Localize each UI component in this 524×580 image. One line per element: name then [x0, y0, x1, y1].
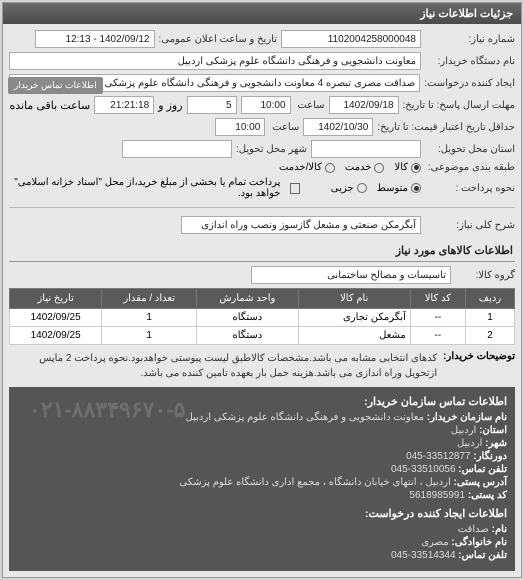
desc-label: توضیحات خریدار: — [443, 351, 515, 381]
buyer-org-label: نام دستگاه خریدار: — [425, 56, 515, 67]
pkg-label: طبقه بندی موضوعی: — [425, 162, 515, 173]
remain-time: 21:21:18 — [94, 96, 154, 114]
contact-buyer-section: ۰۲۱-۸۸۳۴۹۶۷۰-۵ اطلاعات تماس سازمان خریدا… — [9, 387, 515, 571]
pkg-radio-group: کالا خدمت کالا/خدمت — [279, 162, 421, 173]
contact-req-title: اطلاعات ایجاد کننده درخواست: — [17, 507, 507, 520]
radio-icon — [411, 183, 421, 193]
announce-field: 1402/09/12 - 12:13 — [35, 30, 155, 48]
group-label: گروه کالا: — [455, 270, 515, 281]
table-header: تاریخ نیاز — [10, 289, 102, 309]
remain-days-label: روز و — [158, 99, 182, 112]
deadline-reply-date: 1402/09/18 — [329, 96, 399, 114]
watermark: ۰۲۱-۸۸۳۴۹۶۷۰-۵ — [29, 397, 185, 423]
table-row: 1--آبگرمکن تجاریدستگاه11402/09/25 — [10, 309, 515, 327]
table-header: ردیف — [465, 289, 514, 309]
delivery-addr-label: استان محل تحویل: — [425, 144, 515, 155]
pay-radio-med[interactable]: متوسط — [377, 183, 421, 194]
pay-radio-partial[interactable]: جزیی — [331, 183, 367, 194]
pkg-radio-khedmat[interactable]: خدمت — [345, 162, 385, 173]
table-header: واحد شمارش — [197, 289, 299, 309]
pkg-radio-both[interactable]: کالا/خدمت — [279, 162, 335, 173]
table-header: نام کالا — [298, 289, 410, 309]
validity-time: 10:00 — [215, 118, 265, 136]
table-header: تعداد / مقدار — [102, 289, 197, 309]
remain-days: 5 — [187, 96, 237, 114]
time-label-1: ساعت — [295, 100, 325, 111]
requester-label: ایجاد کننده درخواست: — [424, 78, 515, 89]
table-row: 2--مشعلدستگاه11402/09/25 — [10, 327, 515, 345]
pay-radio-group: متوسط جزیی پرداخت تمام یا بخشی از مبلغ خ… — [9, 177, 421, 199]
panel-title: جزئیات اطلاعات نیاز — [3, 3, 521, 24]
group-field: تاسیسات و مصالح ساختمانی — [251, 266, 451, 284]
validity-label: حداقل تاریخ اعتبار قیمت: تا تاریخ: — [377, 122, 515, 133]
announce-label: تاریخ و ساعت اعلان عمومی: — [159, 34, 278, 45]
need-no-label: شماره نیاز: — [425, 34, 515, 45]
validity-date: 1402/10/30 — [303, 118, 373, 136]
deadline-reply-time: 10:00 — [241, 96, 291, 114]
keyword-field: آبگرمکن صنعتی و مشعل گازسوز ونصب وراه ان… — [181, 216, 421, 234]
radio-icon — [374, 163, 384, 173]
buyer-org-field: معاونت دانشجویی و فرهنگی دانشگاه علوم پز… — [9, 52, 421, 70]
delivery-prov-field — [311, 140, 421, 158]
pay-note-checkbox[interactable] — [290, 183, 300, 194]
pkg-radio-kala[interactable]: کالا — [394, 162, 421, 173]
pay-note-text: پرداخت تمام یا بخشی از مبلغ خرید،از محل … — [9, 177, 280, 199]
desc-text: کدهای انتخابی مشابه می باشد.مشخصات کالاط… — [9, 351, 437, 381]
delivery-city-field — [122, 140, 232, 158]
keyword-label: شرح کلی نیاز: — [425, 220, 515, 231]
table-header: کد کالا — [410, 289, 465, 309]
radio-icon — [357, 183, 367, 193]
delivery-city-label: شهر محل تحویل: — [236, 144, 307, 155]
radio-icon — [411, 163, 421, 173]
deadline-reply-label: مهلت ارسال پاسخ: تا تاریخ: — [403, 100, 515, 111]
radio-icon — [325, 163, 335, 173]
pay-label: نحوه پرداخت : — [425, 183, 515, 194]
contact-badge[interactable]: اطلاعات تماس خریدار — [8, 77, 103, 94]
remain-label: ساعت باقی مانده — [9, 99, 90, 112]
time-label-2: ساعت — [269, 122, 299, 133]
goods-section-title: اطلاعات کالاهای مورد نیاز — [9, 240, 515, 262]
goods-table: ردیفکد کالانام کالاواحد شمارشتعداد / مقد… — [9, 288, 515, 345]
need-no-field: 1102004258000048 — [281, 30, 421, 48]
